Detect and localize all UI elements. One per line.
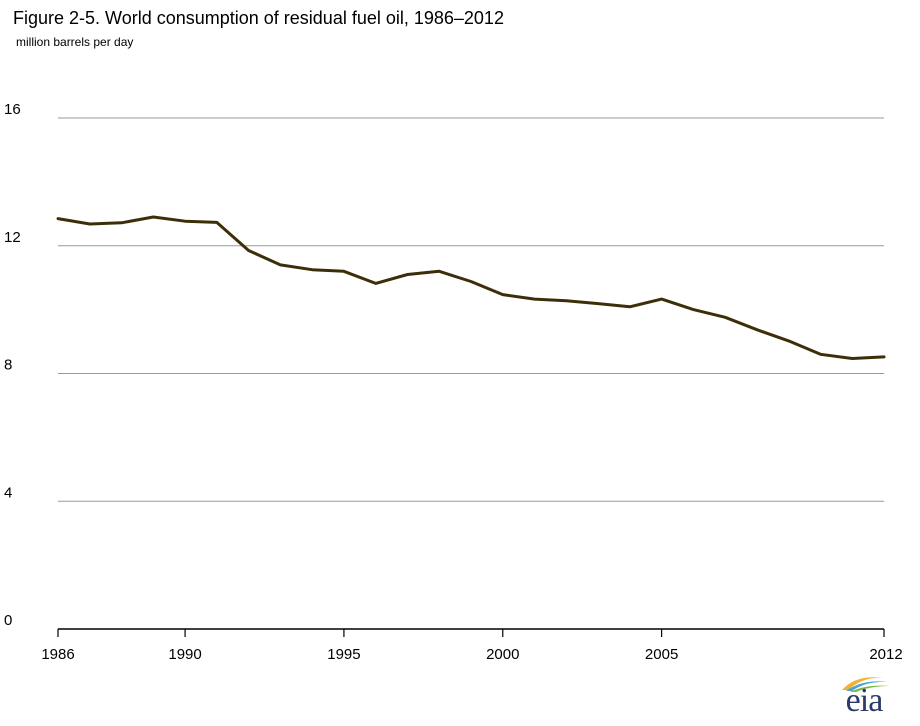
eia-logo-swoosh-icon: [842, 677, 890, 692]
x-axis-ticks: 1986 1990 1995 2000 2005 2012: [41, 629, 903, 663]
gridlines: [58, 117, 884, 502]
x-tick-label: 1990: [168, 646, 201, 663]
y-tick-label: 4: [4, 484, 12, 501]
eia-logo-text: eia: [845, 682, 884, 719]
x-tick-label: 2012: [869, 646, 902, 663]
chart-title: Figure 2-5. World consumption of residua…: [13, 8, 504, 28]
x-tick-label: 2005: [645, 646, 678, 663]
y-axis-ticks: 0 4 8 12 16: [4, 101, 21, 629]
series-group: [56, 215, 886, 360]
y-tick-label: 0: [4, 612, 12, 629]
y-tick-label: 8: [4, 357, 12, 374]
x-tick-label: 2000: [486, 646, 519, 663]
x-tick-label: 1995: [327, 646, 360, 663]
y-tick-label: 16: [4, 101, 21, 118]
x-tick-label: 1986: [41, 646, 74, 663]
series-line: [56, 215, 886, 360]
y-tick-label: 12: [4, 229, 21, 246]
y-axis-label: million barrels per day: [16, 35, 134, 49]
eia-logo: eia: [836, 672, 892, 720]
